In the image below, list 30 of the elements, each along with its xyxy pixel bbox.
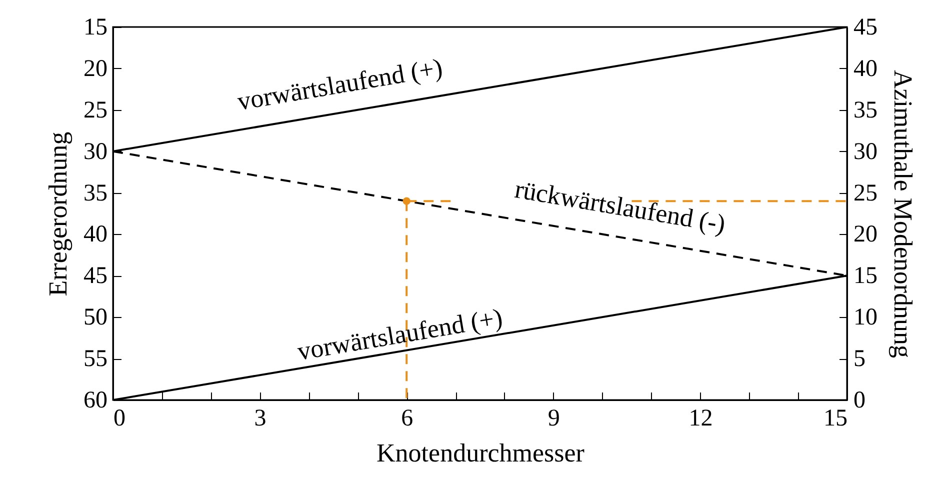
x-tick-label: 12	[688, 406, 713, 432]
y2-tick-label: 20	[854, 222, 878, 248]
y-tick-label: 35	[84, 180, 108, 206]
x-axis-title: Knotendurchmesser	[376, 438, 585, 468]
x-tick-label: 15	[824, 406, 848, 432]
y2-tick-label: 45	[854, 14, 878, 40]
x-tick-label: 0	[114, 406, 126, 432]
y-axis-title: Erregerordnung	[44, 132, 72, 296]
y2-tick-label: 5	[854, 346, 866, 372]
y-tick-label: 45	[84, 263, 108, 290]
y-tick-label: 55	[84, 346, 108, 372]
y2-tick-label: 30	[854, 138, 878, 165]
annotation: rückwärtslaufend (-)	[512, 174, 728, 239]
x-tick-label: 6	[401, 406, 414, 432]
y-tick-label: 15	[84, 14, 108, 40]
y2-tick-label: 10	[854, 304, 878, 331]
y-tick-label: 30	[84, 138, 108, 165]
y-tick-label: 40	[84, 222, 108, 248]
y2-tick-label: 35	[854, 97, 878, 124]
y-tick-label: 50	[84, 304, 108, 331]
y2-tick-label: 25	[854, 180, 878, 206]
y-tick-label: 60	[84, 388, 108, 414]
y2-axis-title: Azimuthale Modenordnung	[888, 70, 918, 358]
x-tick-label: 3	[254, 406, 266, 432]
y2-tick-label: 40	[854, 56, 878, 82]
y-tick-label: 20	[84, 56, 108, 82]
x-tick-label: 9	[548, 406, 560, 432]
y-tick-label: 25	[84, 97, 108, 124]
y2-tick-label: 0	[854, 388, 866, 414]
y2-tick-label: 15	[854, 263, 878, 290]
